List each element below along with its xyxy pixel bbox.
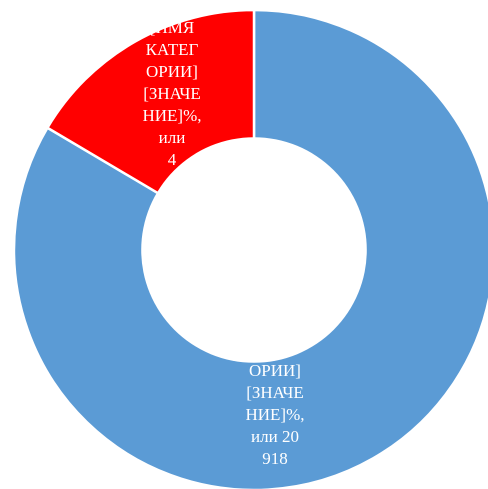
labels-group: ОРИИ] [ЗНАЧЕ НИЕ]%, или 20 918 [ИМЯ КАТЕГ ОРИИ]… <box>142 18 304 468</box>
slice-label-line: 918 <box>262 449 288 468</box>
slice-label-line: ОРИИ] <box>249 361 301 380</box>
slice-label-line: или <box>159 128 186 147</box>
slice-label-line: ОРИИ] <box>146 62 198 81</box>
slice-label-line: НИЕ]%, <box>245 405 304 424</box>
slice-label-line: КАТЕГ <box>146 40 199 59</box>
slice-label-line: 4 <box>168 150 177 169</box>
slice-label-line: [ЗНАЧЕ <box>246 383 304 402</box>
slice-label-1: [ИМЯ КАТЕГ ОРИИ] [ЗНАЧЕ НИЕ]%, или 4 <box>142 18 201 169</box>
slice-label-line: [ЗНАЧЕ <box>143 84 201 103</box>
donut-hole <box>141 137 367 363</box>
slice-label-0: ОРИИ] [ЗНАЧЕ НИЕ]%, или 20 918 <box>245 361 304 468</box>
slice-label-line: [ИМЯ <box>150 18 194 37</box>
slice-label-line: НИЕ]%, <box>142 106 201 125</box>
slice-label-line: или 20 <box>251 427 299 446</box>
